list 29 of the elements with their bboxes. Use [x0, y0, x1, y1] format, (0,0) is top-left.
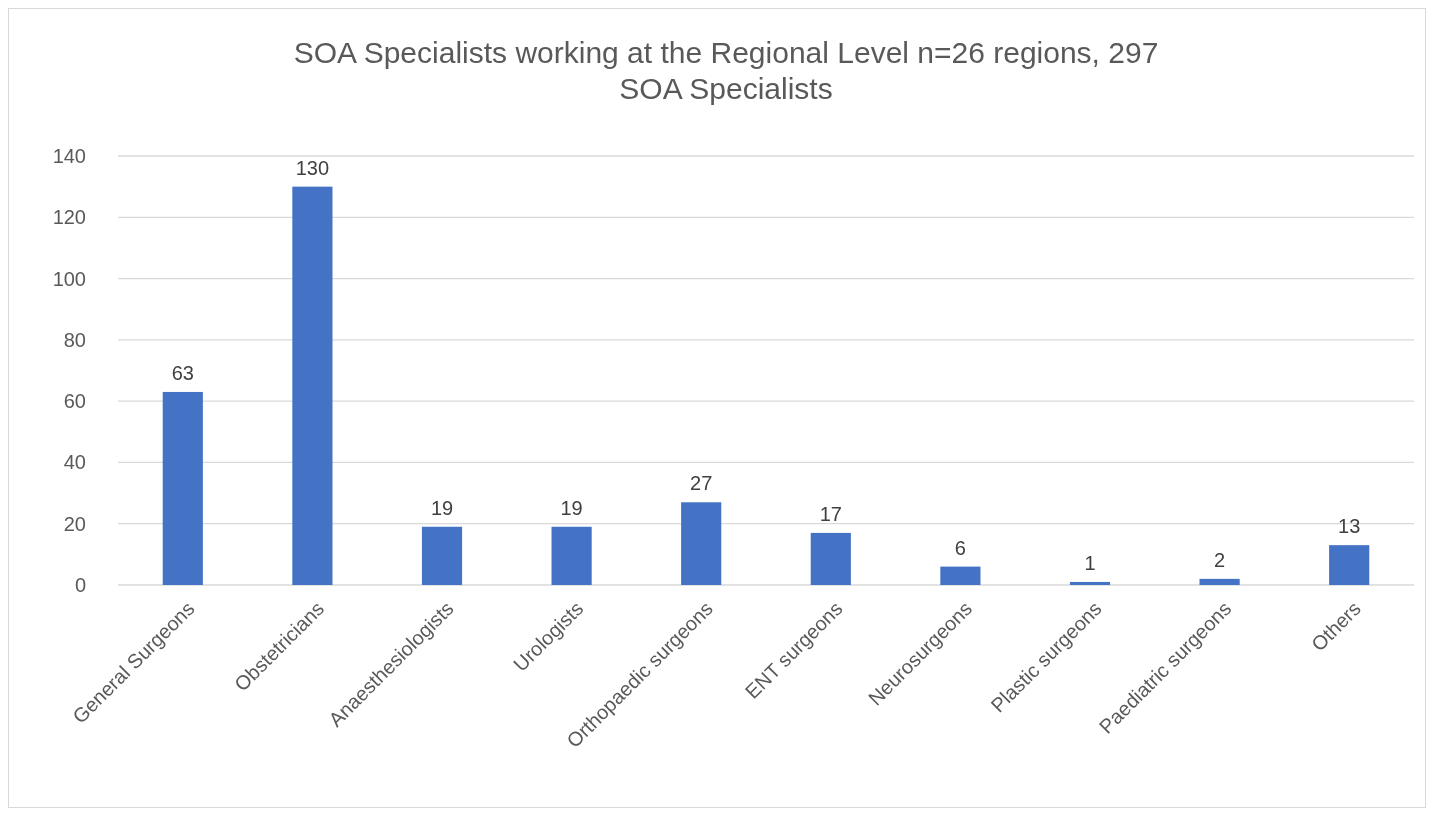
y-tick-label: 100 — [52, 267, 86, 290]
data-label: 19 — [430, 496, 454, 519]
data-label: 63 — [171, 361, 194, 384]
data-label: 13 — [1338, 515, 1361, 538]
bar — [1199, 578, 1240, 585]
bar — [940, 566, 981, 585]
bar — [810, 532, 851, 585]
chart-title: SOA Specialists working at the Regional Level n=26 regions, 297 SOA Specialists — [293, 36, 1159, 105]
bar — [292, 186, 333, 585]
bar — [681, 502, 722, 585]
data-label: 17 — [819, 502, 842, 525]
bar — [421, 526, 463, 585]
bar — [162, 391, 203, 585]
data-label: 27 — [690, 472, 713, 495]
y-tick-label: 80 — [63, 328, 86, 351]
data-label: 2 — [1214, 548, 1226, 571]
y-tick-label: 120 — [52, 206, 86, 229]
y-tick-label: 60 — [63, 390, 86, 413]
data-label: 130 — [295, 156, 330, 179]
bar — [1069, 581, 1111, 585]
bar — [551, 526, 592, 585]
y-tick-label: 0 — [74, 574, 86, 596]
data-label: 1 — [1084, 551, 1096, 574]
data-label: 6 — [954, 536, 966, 559]
y-tick-label: 20 — [63, 512, 86, 535]
y-tick-label: 140 — [52, 145, 86, 167]
bar — [1329, 545, 1370, 585]
y-tick-label: 40 — [63, 451, 86, 474]
data-label: 19 — [560, 496, 583, 519]
